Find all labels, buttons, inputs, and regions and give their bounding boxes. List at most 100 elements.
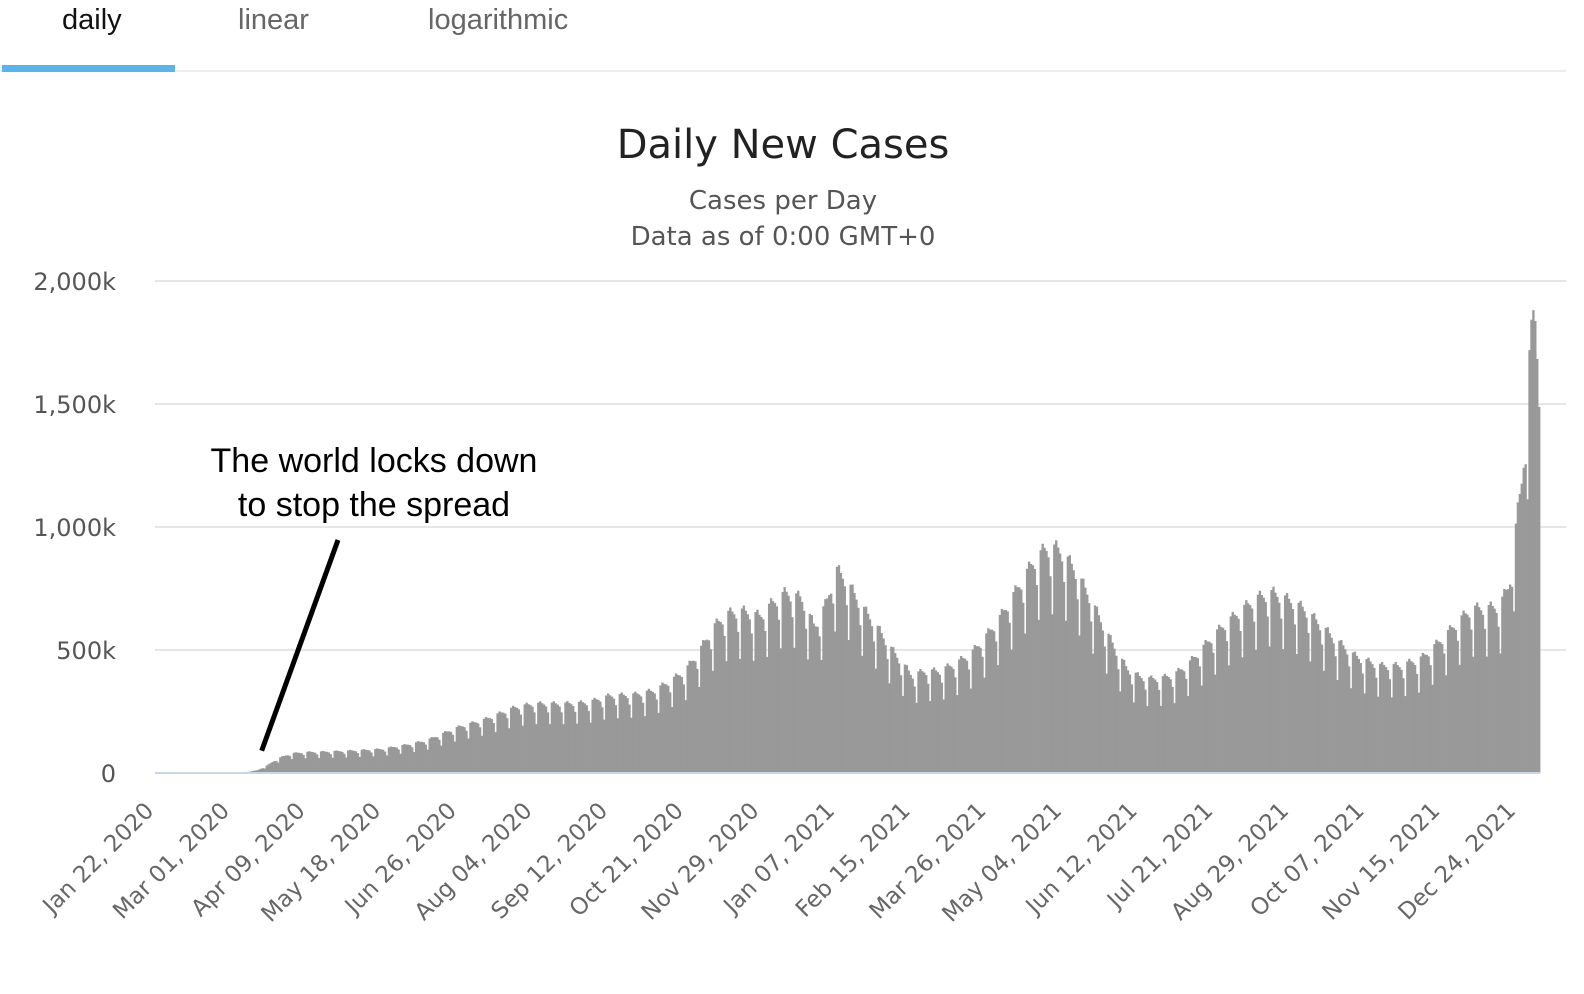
bar xyxy=(1161,676,1165,773)
bar xyxy=(1227,665,1231,773)
bar xyxy=(511,705,515,773)
bar xyxy=(657,712,660,773)
bar xyxy=(1082,578,1085,773)
bar xyxy=(1039,550,1042,773)
bar xyxy=(253,770,257,773)
bar xyxy=(587,710,590,773)
bar xyxy=(583,703,587,773)
bar xyxy=(1122,659,1126,773)
bar xyxy=(948,665,951,773)
bar xyxy=(1538,406,1541,773)
bar xyxy=(750,633,753,773)
bar xyxy=(1427,656,1430,773)
bar xyxy=(1485,656,1489,773)
bar xyxy=(581,702,585,773)
bar xyxy=(818,636,821,773)
tab-linear[interactable]: linear xyxy=(238,4,309,36)
bar xyxy=(771,601,775,773)
bar xyxy=(490,718,493,773)
bar xyxy=(1283,595,1287,773)
bar xyxy=(1024,633,1027,773)
bar xyxy=(965,660,969,773)
bar xyxy=(994,641,998,773)
bar xyxy=(709,649,713,773)
bar xyxy=(1144,689,1147,773)
bar xyxy=(1252,621,1256,773)
bar xyxy=(1002,610,1006,773)
bar xyxy=(967,669,971,773)
bar xyxy=(1208,641,1211,773)
bar xyxy=(649,690,652,773)
bar xyxy=(1475,602,1479,773)
bar xyxy=(1373,667,1376,773)
bar xyxy=(1505,589,1508,773)
bar xyxy=(385,755,389,773)
bar xyxy=(971,649,974,773)
bar xyxy=(1095,606,1099,773)
bar xyxy=(909,674,912,773)
tab-logarithmic[interactable]: logarithmic xyxy=(428,4,569,36)
bar xyxy=(603,719,606,773)
bar xyxy=(286,755,290,773)
bar xyxy=(1247,603,1250,773)
bar xyxy=(998,614,1002,773)
bar xyxy=(341,751,344,773)
bar xyxy=(791,617,794,773)
bar xyxy=(259,768,263,773)
bar xyxy=(1016,587,1019,773)
bar xyxy=(1190,655,1194,773)
bar xyxy=(628,704,631,773)
bar xyxy=(857,607,860,773)
bar xyxy=(292,752,296,773)
bar xyxy=(432,737,435,773)
bar xyxy=(686,665,689,773)
chart-mode-tabs: daily linear logarithmic xyxy=(0,0,1566,72)
bar xyxy=(806,659,810,773)
bar xyxy=(411,747,414,773)
bar xyxy=(1128,674,1132,773)
bar xyxy=(638,694,641,773)
bar xyxy=(876,625,879,773)
bar xyxy=(1379,663,1382,773)
bar xyxy=(1433,644,1436,773)
bar xyxy=(711,670,715,773)
bar xyxy=(1078,635,1081,773)
bar xyxy=(1443,653,1446,773)
bar xyxy=(279,757,282,773)
bar xyxy=(1105,673,1108,773)
bar xyxy=(1501,596,1504,773)
bar xyxy=(1452,627,1456,773)
bar xyxy=(348,749,352,773)
bar xyxy=(444,731,447,773)
bar xyxy=(1462,610,1465,773)
bar xyxy=(1338,640,1341,773)
bar xyxy=(789,601,792,773)
bar xyxy=(374,748,377,773)
bar xyxy=(897,663,901,773)
bar xyxy=(963,658,967,773)
bar xyxy=(942,699,945,773)
bar xyxy=(925,675,928,773)
bar xyxy=(1107,633,1110,773)
bar xyxy=(1027,561,1031,773)
bar xyxy=(255,770,259,773)
bar xyxy=(572,706,575,773)
bar xyxy=(1503,588,1506,773)
bar xyxy=(523,704,526,773)
bar xyxy=(407,744,410,773)
bar xyxy=(610,696,614,773)
bar xyxy=(1402,678,1405,773)
bar xyxy=(992,631,996,773)
bar xyxy=(1089,621,1093,773)
bar xyxy=(783,587,786,773)
bar xyxy=(1254,649,1258,773)
bar xyxy=(1394,662,1397,773)
bar xyxy=(601,707,604,773)
bar xyxy=(859,625,862,773)
bar xyxy=(1419,656,1423,773)
tab-daily[interactable]: daily xyxy=(62,4,122,36)
bar xyxy=(321,750,325,773)
bar xyxy=(577,701,581,773)
bar xyxy=(1390,697,1393,773)
bar xyxy=(752,660,755,773)
